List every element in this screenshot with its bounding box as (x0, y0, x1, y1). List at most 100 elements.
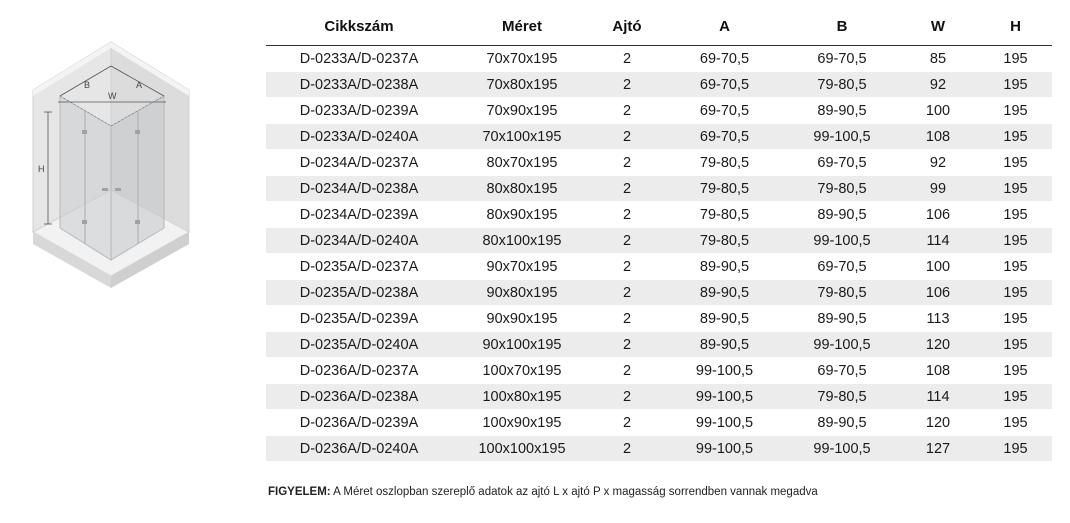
cell-h: 195 (979, 71, 1052, 98)
cell-w: 120 (897, 409, 979, 436)
table-row: D-0235A/D-0240A 90x100x195 2 89-90,5 99-100,… (266, 331, 1052, 358)
cell-cikkszam: D-0233A/D-0237A (266, 45, 452, 72)
cell-cikkszam: D-0235A/D-0239A (266, 305, 452, 332)
cell-ajto: 2 (592, 409, 662, 436)
table-row: D-0236A/D-0239A 100x90x195 2 99-100,5 89-90,… (266, 409, 1052, 436)
cell-h: 195 (979, 305, 1052, 332)
cell-a: 79-80,5 (662, 227, 787, 254)
cell-cikkszam: D-0233A/D-0240A (266, 123, 452, 150)
cell-b: 89-90,5 (787, 201, 897, 228)
cell-w: 114 (897, 383, 979, 410)
table-row: D-0236A/D-0237A 100x70x195 2 99-100,5 69-70,… (266, 357, 1052, 384)
cell-a: 69-70,5 (662, 45, 787, 72)
cell-w: 92 (897, 149, 979, 176)
cell-cikkszam: D-0234A/D-0237A (266, 149, 452, 176)
cell-ajto: 2 (592, 383, 662, 410)
cell-ajto: 2 (592, 123, 662, 150)
shower-enclosure-diagram: B W A H (31, 41, 191, 288)
cell-h: 195 (979, 383, 1052, 410)
cell-w: 100 (897, 253, 979, 280)
cell-ajto: 2 (592, 357, 662, 384)
cell-a: 69-70,5 (662, 71, 787, 98)
header-w: W (897, 8, 979, 46)
cell-h: 195 (979, 331, 1052, 358)
table-row: D-0235A/D-0237A 90x70x195 2 89-90,5 69-70,5 1… (266, 253, 1052, 280)
cell-w: 85 (897, 45, 979, 72)
cell-a: 89-90,5 (662, 279, 787, 306)
cell-a: 79-80,5 (662, 175, 787, 202)
cell-w: 92 (897, 71, 979, 98)
dimension-label-h: H (38, 164, 45, 174)
note-label: FIGYELEM: (268, 486, 331, 498)
cell-b: 69-70,5 (787, 149, 897, 176)
cell-w: 127 (897, 435, 979, 462)
cell-w: 99 (897, 175, 979, 202)
cell-ajto: 2 (592, 201, 662, 228)
cell-ajto: 2 (592, 175, 662, 202)
cell-meret: 70x90x195 (452, 97, 592, 124)
header-b: B (787, 8, 897, 46)
cell-ajto: 2 (592, 149, 662, 176)
cell-a: 99-100,5 (662, 383, 787, 410)
cell-h: 195 (979, 97, 1052, 124)
cell-cikkszam: D-0235A/D-0237A (266, 253, 452, 280)
note: FIGYELEM: A Méret oszlopban szereplő ada… (268, 486, 818, 498)
cell-h: 195 (979, 175, 1052, 202)
cell-cikkszam: D-0235A/D-0240A (266, 331, 452, 358)
cell-ajto: 2 (592, 305, 662, 332)
cell-b: 99-100,5 (787, 123, 897, 150)
cell-h: 195 (979, 435, 1052, 462)
cell-cikkszam: D-0236A/D-0240A (266, 435, 452, 462)
cell-meret: 100x90x195 (452, 409, 592, 436)
cell-a: 69-70,5 (662, 123, 787, 150)
cell-meret: 90x80x195 (452, 279, 592, 306)
cell-cikkszam: D-0234A/D-0240A (266, 227, 452, 254)
cell-w: 113 (897, 305, 979, 332)
cell-cikkszam: D-0234A/D-0239A (266, 201, 452, 228)
cell-meret: 80x100x195 (452, 227, 592, 254)
cell-w: 106 (897, 279, 979, 306)
table-row: D-0233A/D-0239A 70x90x195 2 69-70,5 89-90,5 1… (266, 97, 1052, 124)
cell-h: 195 (979, 357, 1052, 384)
cell-cikkszam: D-0233A/D-0239A (266, 97, 452, 124)
cell-a: 99-100,5 (662, 409, 787, 436)
table-row: D-0235A/D-0239A 90x90x195 2 89-90,5 89-90,5 1… (266, 305, 1052, 332)
cell-a: 89-90,5 (662, 305, 787, 332)
cell-meret: 90x100x195 (452, 331, 592, 358)
dimension-label-w: W (108, 91, 117, 101)
header-h: H (979, 8, 1052, 46)
header-a: A (662, 8, 787, 46)
cell-h: 195 (979, 409, 1052, 436)
cell-a: 99-100,5 (662, 357, 787, 384)
cell-a: 89-90,5 (662, 331, 787, 358)
table-row: D-0233A/D-0238A 70x80x195 2 69-70,5 79-80,5 9… (266, 71, 1052, 98)
table-row: D-0234A/D-0239A 80x90x195 2 79-80,5 89-90,5 1… (266, 201, 1052, 228)
cell-meret: 80x80x195 (452, 175, 592, 202)
cell-b: 79-80,5 (787, 175, 897, 202)
cell-w: 108 (897, 123, 979, 150)
cell-ajto: 2 (592, 279, 662, 306)
cell-w: 106 (897, 201, 979, 228)
cell-meret: 70x100x195 (452, 123, 592, 150)
cell-cikkszam: D-0236A/D-0238A (266, 383, 452, 410)
cell-cikkszam: D-0234A/D-0238A (266, 175, 452, 202)
cell-b: 69-70,5 (787, 253, 897, 280)
cell-w: 114 (897, 227, 979, 254)
table-header-row: Cikkszám Méret Ajtó A B W H (266, 8, 1052, 46)
cell-a: 69-70,5 (662, 97, 787, 124)
table-row: D-0234A/D-0237A 80x70x195 2 79-80,5 69-70,5 9… (266, 149, 1052, 176)
dimensions-table: Cikkszám Méret Ajtó A B W H D-0233A/D-02… (266, 8, 1052, 462)
table-row: D-0234A/D-0240A 80x100x195 2 79-80,5 99-100,… (266, 227, 1052, 254)
cell-ajto: 2 (592, 45, 662, 72)
cell-meret: 70x70x195 (452, 45, 592, 72)
cell-h: 195 (979, 279, 1052, 306)
cell-h: 195 (979, 253, 1052, 280)
cell-b: 89-90,5 (787, 409, 897, 436)
cell-ajto: 2 (592, 435, 662, 462)
cell-b: 99-100,5 (787, 227, 897, 254)
cell-h: 195 (979, 45, 1052, 72)
cell-a: 79-80,5 (662, 149, 787, 176)
cell-h: 195 (979, 149, 1052, 176)
cell-w: 120 (897, 331, 979, 358)
cell-h: 195 (979, 123, 1052, 150)
